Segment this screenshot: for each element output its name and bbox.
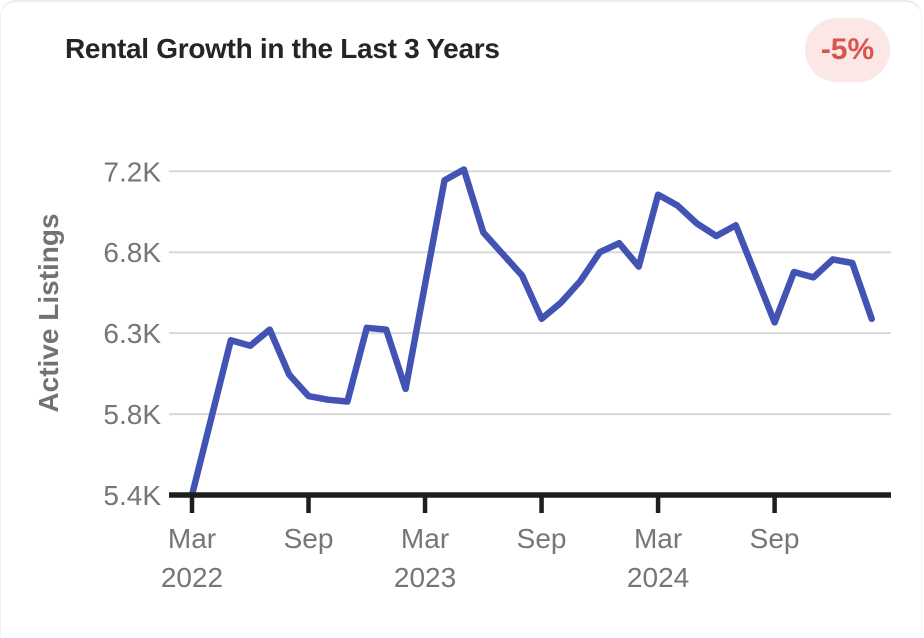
x-tick-month-label: Sep (284, 523, 334, 554)
x-tick-month-label: Sep (517, 523, 567, 554)
y-tick-label: 7.2K (103, 156, 161, 187)
y-tick-label: 5.4K (103, 480, 161, 511)
trend-badge: -5% (805, 18, 890, 82)
x-tick-year-label: 2024 (627, 562, 689, 593)
x-tick-month-label: Mar (634, 523, 682, 554)
y-tick-label: 6.8K (103, 237, 161, 268)
y-tick-label: 5.8K (103, 399, 161, 430)
x-tick-year-label: 2023 (394, 562, 456, 593)
x-tick-month-label: Mar (168, 523, 216, 554)
y-tick-label: 6.3K (103, 318, 161, 349)
chart-title: Rental Growth in the Last 3 Years (65, 33, 500, 64)
x-tick-month-label: Mar (401, 523, 449, 554)
listings-line (188, 166, 875, 499)
x-tick-month-label: Sep (750, 523, 800, 554)
x-tick-year-label: 2022 (161, 562, 223, 593)
